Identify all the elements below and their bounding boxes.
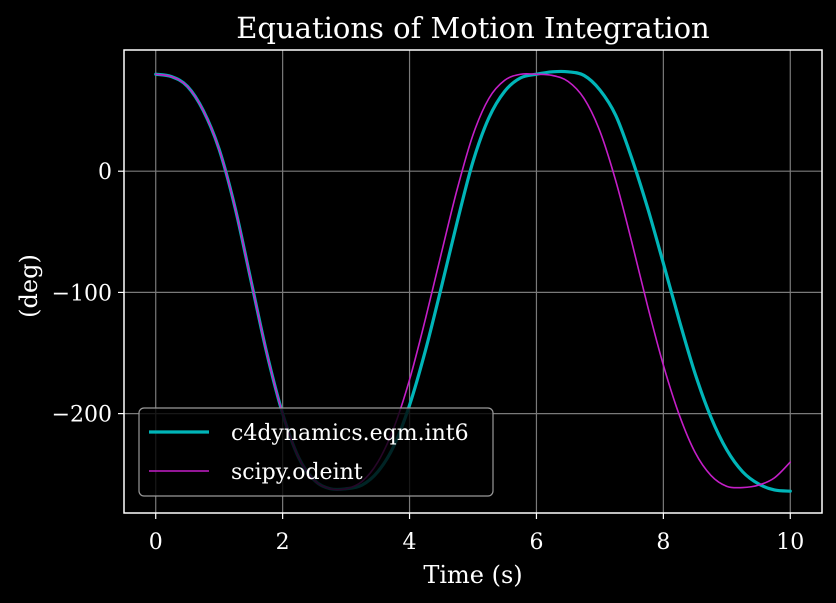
legend-label: c4dynamics.eqm.int6 (231, 421, 469, 446)
axis-ticks: 0 2 4 6 8 10 0 −100 −200 (52, 160, 805, 555)
y-tick-label: −200 (52, 403, 112, 428)
x-tick-label: 2 (276, 530, 290, 555)
plot-lines (154, 69, 792, 493)
legend-box (138, 407, 494, 497)
x-tick-label: 0 (149, 530, 163, 555)
x-tick-label: 8 (656, 530, 670, 555)
series-line-scipy (154, 72, 792, 491)
plot-area-frame (123, 49, 823, 514)
x-tick-label: 4 (403, 530, 417, 555)
legend-label: scipy.odeint (231, 460, 363, 485)
legend: c4dynamics.eqm.int6 scipy.odeint (138, 407, 494, 497)
x-axis-label: Time (s) (423, 561, 522, 589)
y-axis-label: (deg) (15, 254, 43, 318)
y-tick-label: −100 (52, 281, 112, 306)
x-tick-label: 10 (776, 530, 804, 555)
y-tick-label: 0 (98, 160, 112, 185)
chart-title: Equations of Motion Integration (236, 11, 709, 45)
x-tick-label: 6 (529, 530, 543, 555)
